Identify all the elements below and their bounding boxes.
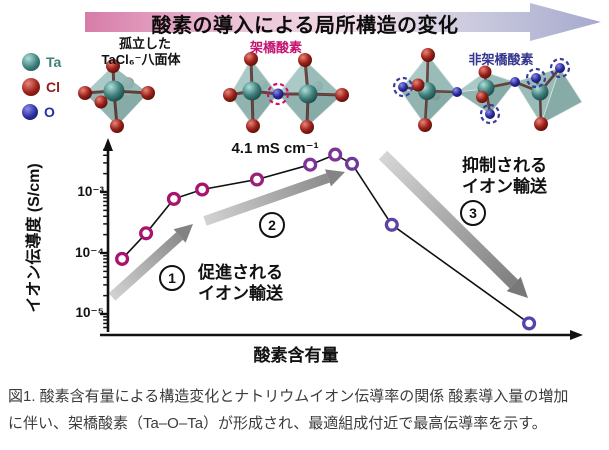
cl-atom [78,86,92,100]
data-series [115,147,537,331]
non-bridging-o-highlight-circle [479,103,501,125]
data-point [522,316,537,331]
ta-atom [298,84,318,104]
promoted-transport-line1: 促進される [198,263,283,282]
structure-drawings [78,48,583,134]
y-tick-1e-4: 10⁻⁴ [75,245,104,260]
suppressed-transport-line2: イオン輸送 [462,177,547,196]
suppressed-transport-note: 抑制される イオン輸送 [462,155,547,197]
cl-atom [110,119,124,133]
peak-conductivity-label: 4.1 mS cm⁻¹ [231,140,319,157]
ta-atom [242,81,262,101]
o-atom-icon [22,103,38,120]
caption-line2: に伴い、架橋酸素（Ta–O–Ta）が形成され、最適組成付近で最高伝導率を示す。 [8,415,547,432]
non-bridging-oxygen-label: 非架橋酸素 [468,52,534,67]
suppressed-transport-line1: 抑制される [462,156,547,175]
bridging-o-atom [272,88,284,100]
data-point [328,147,343,162]
legend-label-ta: Ta [46,53,62,70]
step-1-badge: 1 [159,265,185,291]
cl-atom-icon [22,77,40,96]
trend-arrow-3 [378,150,528,298]
data-point [166,191,181,206]
data-point [344,156,360,171]
data-point [195,182,210,197]
bridging-oxygen-structure [223,52,349,134]
isolated-label-line1: 孤立した [118,36,172,51]
non-bridging-o-highlight-circle [525,67,547,89]
trend-arrow-1 [108,224,193,301]
non-bridging-o-atom [531,73,541,83]
step-2-badge: 2 [259,212,285,238]
y-axis-ticks [100,148,108,329]
cl-atom [94,95,108,109]
legend-row-cl: Cl [22,74,82,99]
x-axis-arrow-icon [570,330,583,340]
y-axis-title: イオン伝導度 (S/cm) [26,163,43,313]
x-axis [100,330,583,340]
legend-label-cl: Cl [46,78,60,95]
legend-label-o: O [44,103,55,120]
banner-arrow [85,3,601,41]
non-bridging-o-atom [555,63,565,73]
legend-row-o: O [22,99,82,124]
isolated-label-line2: TaCl₆⁻八面体 [101,52,181,67]
ta-atom-icon [22,52,40,71]
y-tick-1e-3: 10⁻³ [77,184,104,199]
data-point [139,226,154,241]
y-axis-arrow-icon [103,138,113,151]
promoted-transport-line2: イオン輸送 [198,284,283,303]
data-point [249,172,265,187]
banner-arrow-body [85,12,530,32]
atom-legend: Ta Cl O [22,49,82,124]
ta-atom [103,80,125,102]
y-axis [103,138,113,332]
promoted-transport-note: 促進される イオン輸送 [198,262,283,304]
trend-arrow-2 [203,169,345,226]
banner-arrowhead-icon [530,3,601,41]
non-bridging-oxygen-structure [392,48,583,132]
non-bridging-o-highlight-circle [392,76,414,98]
bridging-o-highlight-circle [266,82,290,106]
legend-row-ta: Ta [22,49,82,74]
non-bridging-o-highlight-circle [549,57,571,79]
isolated-octahedron [78,59,155,133]
conductivity-line [121,153,530,325]
conductivity-plot [100,138,583,340]
banner-title: 酸素の導入による局所構造の変化 [151,15,459,37]
cl-atom [106,59,120,73]
cl-atom [141,86,155,100]
non-bridging-o-atom [398,82,408,92]
x-axis-title: 酸素含有量 [253,346,339,365]
bridging-oxygen-label: 架橋酸素 [249,40,303,55]
figure-caption: 図1. 酸素含有量による構造変化とナトリウムイオン伝導率の関係 酸素導入量の増加… [8,383,604,437]
caption-line1: 図1. 酸素含有量による構造変化とナトリウムイオン伝導率の関係 酸素導入量の増加 [8,388,569,405]
step-3-badge: 3 [460,200,486,226]
data-point [384,217,399,232]
data-point [115,251,130,266]
y-tick-1e-5: 10⁻⁵ [75,305,104,320]
non-bridging-o-atom [485,109,495,119]
data-point [303,157,318,172]
